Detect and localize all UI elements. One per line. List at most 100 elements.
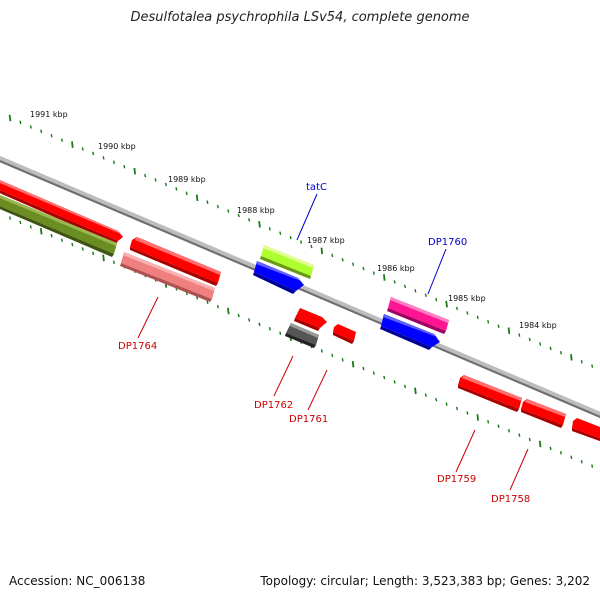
gene-red-small-a[interactable] (294, 308, 327, 331)
tick-mark (19, 220, 22, 225)
gene-red-forward-left[interactable] (0, 178, 123, 244)
gene-dp1762[interactable] (285, 323, 319, 348)
tick-mark (216, 204, 219, 209)
tick-mark (39, 227, 43, 235)
tick-mark (351, 360, 355, 368)
tick-mark (528, 337, 531, 342)
gene-blue-left[interactable] (253, 261, 304, 294)
tick-mark (476, 315, 479, 320)
tick-mark (8, 114, 12, 122)
tick-mark (29, 125, 32, 129)
gene-dp1761[interactable] (333, 324, 356, 344)
outer-tick-track (8, 114, 594, 368)
tick-mark (591, 364, 594, 368)
tick-mark (29, 225, 32, 229)
tick-mark (258, 322, 261, 327)
gene-blue-right[interactable] (380, 314, 440, 350)
tick-mark (216, 304, 219, 309)
label-tatc[interactable]: tatC (306, 182, 327, 193)
tick-mark (8, 216, 12, 220)
label-dp1759[interactable]: DP1759 (437, 474, 476, 485)
label-dp1761[interactable]: DP1761 (289, 414, 328, 425)
tick-mark (227, 209, 230, 213)
label-dp1764[interactable]: DP1764 (118, 341, 157, 352)
tick-mark (60, 238, 63, 242)
tick-mark (71, 242, 74, 247)
tick-mark (445, 300, 448, 308)
tick-mark (538, 440, 542, 448)
tick-mark (455, 406, 459, 411)
tick-mark (320, 247, 324, 255)
tick-mark (60, 138, 63, 142)
gene-red-dp1764-upper[interactable] (130, 237, 221, 286)
reverse-genes (0, 193, 600, 443)
tick-mark (40, 129, 43, 134)
tick-mark (476, 414, 479, 421)
tick-mark (570, 455, 573, 460)
ruler-label-1984: 1984 kbp (519, 321, 557, 330)
tick-mark (424, 293, 427, 297)
tick-mark (237, 213, 240, 218)
callout-lines (137, 193, 529, 491)
tick-mark (435, 297, 438, 302)
tick-mark (362, 366, 365, 371)
forward-genes (0, 178, 449, 350)
tick-mark (487, 420, 490, 424)
accession-text: Accession: NC_006138 (9, 574, 146, 588)
gene-dp1759[interactable] (458, 375, 522, 412)
label-dp1762[interactable]: DP1762 (254, 400, 293, 411)
gene-dp1764[interactable] (120, 252, 215, 302)
gene-olive[interactable] (0, 193, 117, 257)
tick-mark (383, 375, 386, 380)
tick-mark (123, 164, 126, 169)
tick-mark (445, 402, 448, 406)
tick-mark (549, 446, 552, 451)
tick-mark (559, 451, 562, 455)
gene-red-far-right[interactable] (572, 418, 600, 443)
tick-mark (362, 266, 365, 271)
tick-mark (144, 173, 147, 178)
tick-mark (237, 313, 240, 318)
tick-mark (258, 220, 261, 228)
tick-mark (81, 247, 84, 251)
tick-mark (518, 433, 521, 437)
tick-mark (196, 296, 199, 300)
tick-mark (320, 349, 323, 353)
genome-summary-text: Topology: circular; Length: 3,523,383 bp… (260, 574, 590, 588)
tick-mark (393, 280, 396, 284)
tick-mark (435, 397, 438, 402)
label-dp1760[interactable]: DP1760 (428, 237, 467, 248)
tick-mark (497, 424, 500, 428)
tick-mark (497, 324, 500, 328)
tick-mark (372, 371, 375, 375)
tick-mark (341, 258, 344, 262)
tick-mark (487, 320, 490, 324)
tick-mark (424, 393, 427, 397)
ruler-label-1989: 1989 kbp (168, 175, 206, 184)
label-dp1758[interactable]: DP1758 (491, 494, 530, 505)
tick-mark (248, 218, 251, 222)
tick-mark (539, 342, 542, 346)
tick-mark (92, 151, 95, 156)
gene-dp1760[interactable] (387, 297, 449, 334)
tick-mark (185, 191, 188, 196)
tick-mark (268, 227, 271, 231)
ruler-label-1985: 1985 kbp (448, 294, 486, 303)
tick-mark (372, 271, 375, 275)
tick-mark (518, 333, 521, 337)
tick-mark (591, 464, 594, 468)
tick-mark (19, 120, 22, 125)
tick-mark (248, 318, 251, 322)
tick-mark (164, 182, 167, 187)
tick-mark (580, 359, 583, 364)
tick-mark (352, 262, 355, 266)
gene-tatc[interactable] (260, 245, 314, 279)
gene-dp1758[interactable] (521, 399, 566, 428)
tick-mark (300, 240, 303, 244)
tick-mark (175, 187, 178, 191)
tick-mark (206, 300, 209, 304)
tick-mark (559, 351, 562, 355)
tick-mark (507, 327, 511, 334)
tick-mark (466, 311, 469, 315)
tick-mark (102, 254, 105, 262)
